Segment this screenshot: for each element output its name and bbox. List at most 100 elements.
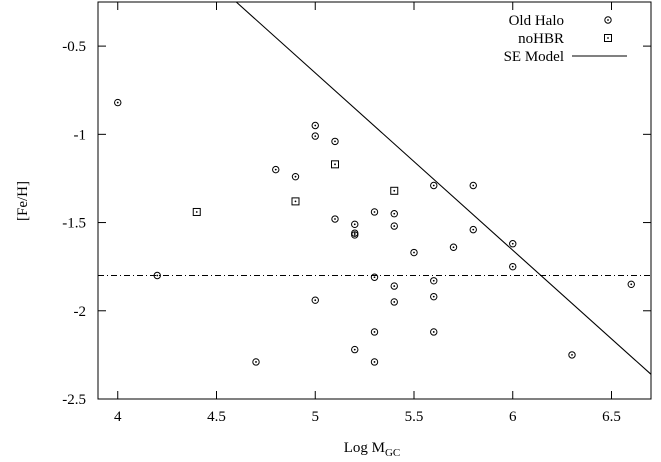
- marker-ring: [469, 181, 477, 190]
- old-halo-point: [370, 273, 379, 281]
- marker-ring: [469, 225, 477, 234]
- old-halo-point: [627, 280, 635, 289]
- x-axis-title-subscript: GC: [385, 447, 400, 459]
- plot-frame: [97, 1, 652, 400]
- legend-nohbr-label: noHBR: [518, 31, 564, 47]
- x-tick-label: 6.5: [602, 409, 621, 425]
- marker-ring: [390, 298, 398, 306]
- marker-ring: [331, 137, 339, 146]
- marker-dot: [116, 101, 119, 104]
- marker-ring: [568, 351, 576, 359]
- marker-ring: [390, 282, 398, 290]
- marker-ring: [627, 280, 635, 289]
- old-halo-point: [430, 181, 438, 190]
- marker-ring: [604, 16, 612, 24]
- marker-dot: [334, 218, 336, 220]
- marker-ring: [410, 248, 418, 257]
- marker-dot: [571, 353, 573, 356]
- old-halo-point: [568, 351, 576, 359]
- nohbr-point: [390, 186, 399, 195]
- marker-dot: [314, 135, 317, 137]
- marker-ring: [114, 98, 122, 107]
- y-tick-label: -2: [74, 304, 87, 320]
- marker-ring: [370, 273, 379, 281]
- marker-dot: [393, 189, 396, 192]
- marker-dot: [607, 19, 609, 21]
- marker-dot: [472, 228, 475, 231]
- marker-ring: [370, 358, 379, 366]
- y-tick-label: -1.5: [62, 216, 86, 232]
- legend-nohbr-swatch: [604, 34, 612, 42]
- legend-old-halo-swatch: [604, 16, 612, 24]
- old-halo-point: [351, 345, 359, 354]
- marker-ring: [311, 121, 319, 130]
- x-axis-title-main: Log M: [344, 440, 385, 456]
- old-halo-point: [351, 231, 359, 239]
- old-halo-point: [311, 296, 319, 304]
- x-tick-label: 4: [114, 409, 122, 425]
- old-halo-point: [430, 277, 438, 285]
- marker-ring: [153, 271, 161, 280]
- marker-ring: [311, 296, 319, 304]
- marker-dot: [373, 276, 376, 279]
- model-lines: [98, 2, 651, 375]
- marker-dot: [511, 265, 514, 268]
- marker-ring: [351, 220, 359, 229]
- marker-dot: [472, 184, 475, 187]
- marker-dot: [294, 175, 297, 178]
- old-halo-point: [469, 181, 477, 190]
- marker-dot: [373, 331, 376, 333]
- marker-dot: [353, 223, 356, 226]
- marker-dot: [432, 184, 435, 187]
- x-tick-label: 5: [312, 409, 320, 425]
- old-halo-point: [410, 248, 418, 257]
- old-halo-point: [311, 132, 319, 140]
- marker-square: [192, 207, 201, 216]
- marker-ring: [449, 243, 458, 251]
- marker-dot: [353, 232, 356, 235]
- y-tick-label: -0.5: [62, 39, 86, 55]
- x-tick-label: 6: [509, 409, 517, 425]
- marker-dot: [373, 211, 376, 213]
- old-halo-point: [509, 240, 517, 248]
- nohbr-point: [192, 207, 201, 216]
- marker-dot: [314, 299, 317, 302]
- marker-ring: [390, 210, 398, 218]
- old-halo-point: [430, 292, 438, 301]
- marker-ring: [351, 345, 359, 354]
- marker-dot: [432, 279, 435, 282]
- marker-ring: [430, 181, 438, 190]
- nohbr-point: [291, 197, 300, 206]
- marker-ring: [390, 222, 398, 230]
- marker-dot: [607, 37, 609, 39]
- marker-ring: [311, 132, 319, 140]
- old-halo-point: [114, 98, 122, 107]
- marker-dot: [393, 225, 396, 227]
- nohbr-point: [331, 160, 339, 169]
- marker-dot: [373, 361, 376, 363]
- marker-dot: [334, 140, 336, 143]
- marker-square: [390, 186, 399, 195]
- old-halo-point: [331, 215, 339, 223]
- marker-dot: [334, 163, 336, 166]
- marker-ring: [430, 328, 438, 336]
- marker-dot: [452, 246, 455, 249]
- axis-ticks: 4 4.5 5 5.5 6 6.5 -2.5 -2 -1.5 -1 -0.5: [62, 2, 651, 425]
- marker-dot: [353, 234, 356, 236]
- marker-dot: [353, 348, 356, 351]
- marker-dot: [393, 212, 396, 215]
- old-halo-point: [390, 298, 398, 306]
- marker-ring: [272, 165, 280, 174]
- old-halo-point: [370, 358, 379, 366]
- old-halo-point: [370, 208, 379, 216]
- marker-dot: [255, 361, 257, 363]
- old-halo-point: [351, 220, 359, 229]
- se-model-line: [235, 2, 651, 375]
- old-halo-point: [390, 210, 398, 218]
- old-halo-point: [390, 222, 398, 230]
- old-halo-point: [272, 165, 280, 174]
- marker-dot: [432, 331, 435, 333]
- old-halo-point: [449, 243, 458, 251]
- old-halo-point: [430, 328, 438, 336]
- old-halo-point: [291, 172, 300, 181]
